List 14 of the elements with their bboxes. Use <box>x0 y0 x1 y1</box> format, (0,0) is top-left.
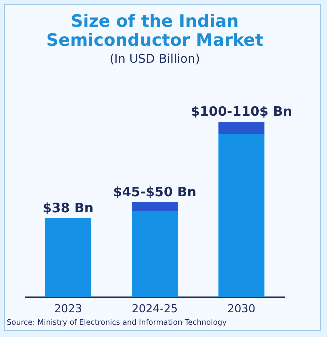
x-tick-label: 2024-25 <box>132 302 178 316</box>
bar <box>132 202 178 212</box>
text: Semiconductor Market <box>46 31 264 51</box>
x-tick-label: 2030 <box>228 302 256 316</box>
bar <box>218 134 265 297</box>
text: Size of the Indian <box>70 12 240 32</box>
bar <box>218 122 265 134</box>
annotation: $100-110$ Bn <box>190 105 292 120</box>
x-tick-label: 2023 <box>54 302 82 316</box>
bar <box>132 211 178 297</box>
annotation: $45-$50 Bn <box>113 186 197 200</box>
chart-subtitle: (In USD Billion) <box>110 52 200 66</box>
annotation: $38 Bn <box>42 201 94 216</box>
bar <box>45 218 92 297</box>
